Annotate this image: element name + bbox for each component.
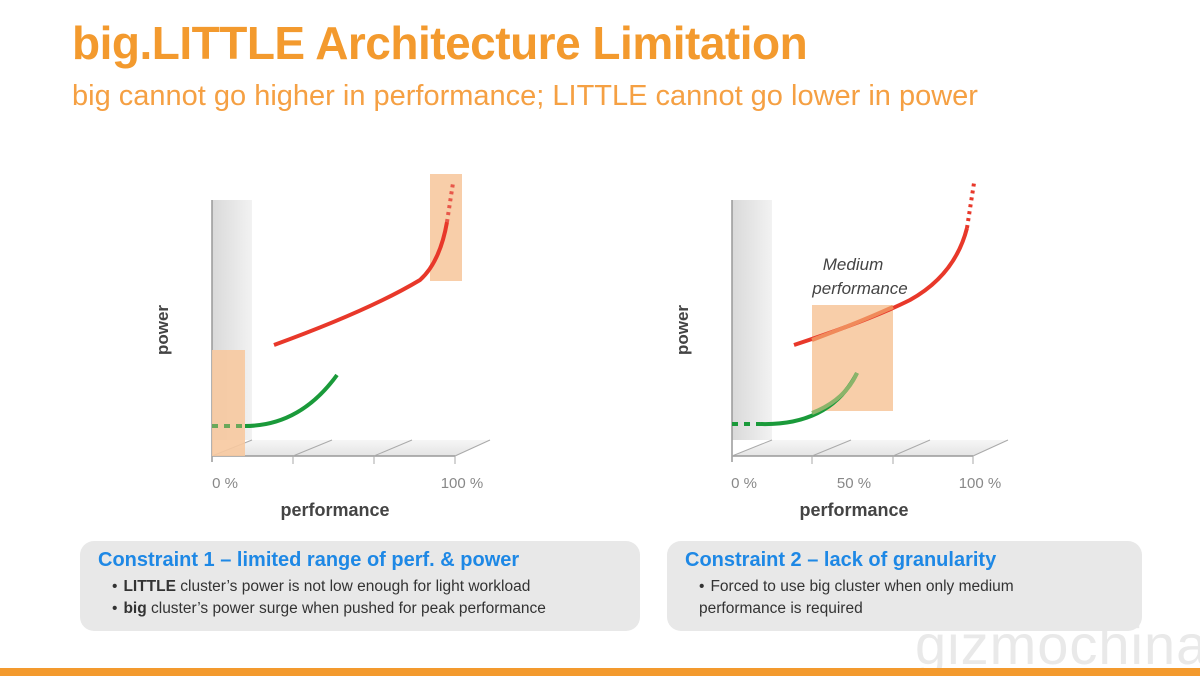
slide-subtitle: big cannot go higher in performance; LIT…	[72, 80, 978, 112]
x-ticks	[731, 439, 1009, 464]
x-axis-label: performance	[280, 500, 389, 520]
slide-title: big.LITTLE Architecture Limitation	[72, 17, 808, 69]
bullet: LITTLE cluster’s power is not low enough…	[112, 576, 622, 598]
bullet-text: Forced to use big cluster when only medi…	[699, 578, 1014, 617]
constraint-2-heading: Constraint 2 – lack of granularity	[685, 549, 997, 571]
bullet-text: cluster’s power surge when pushed for pe…	[146, 600, 546, 617]
big-curve	[273, 221, 449, 347]
floor	[212, 440, 490, 456]
bullet-text: cluster’s power is not low enough for li…	[175, 578, 531, 595]
constraint-1-heading: Constraint 1 – limited range of perf. & …	[98, 549, 520, 571]
medium-performance-highlight	[812, 305, 893, 411]
big-curve-extension	[965, 182, 976, 229]
tick-label: 50 %	[837, 475, 871, 492]
bottom-accent-bar	[0, 668, 1200, 676]
bullet: Forced to use big cluster when only medi…	[699, 576, 1079, 620]
constraint-1-box: Constraint 1 – limited range of perf. & …	[80, 541, 640, 631]
tick-label: 0 %	[731, 475, 757, 492]
y-axis-label: power	[673, 305, 692, 355]
tick-label: 0 %	[212, 475, 238, 492]
little-curve	[244, 373, 339, 428]
tick-label: 100 %	[959, 475, 1002, 492]
little-limit-highlight	[212, 350, 245, 456]
bullet-bold: LITTLE	[123, 578, 176, 595]
y-axis-label: power	[153, 305, 172, 355]
tick-label: 100 %	[441, 475, 484, 492]
constraint-2-box: Constraint 2 – lack of granularity Force…	[667, 541, 1142, 631]
diagram-1	[211, 174, 491, 464]
back-wall	[732, 200, 772, 440]
little-curve-highlighted-part	[811, 372, 859, 415]
bullet-bold: big	[123, 600, 147, 617]
floor	[732, 440, 1008, 456]
annotation-performance: performance	[811, 279, 907, 298]
annotation-medium: Medium	[823, 255, 883, 274]
bullet: big cluster’s power surge when pushed fo…	[112, 598, 622, 620]
diagram-2	[731, 182, 1009, 464]
x-axis-label: performance	[799, 500, 908, 520]
big-curve-highlighted-part	[811, 305, 894, 342]
